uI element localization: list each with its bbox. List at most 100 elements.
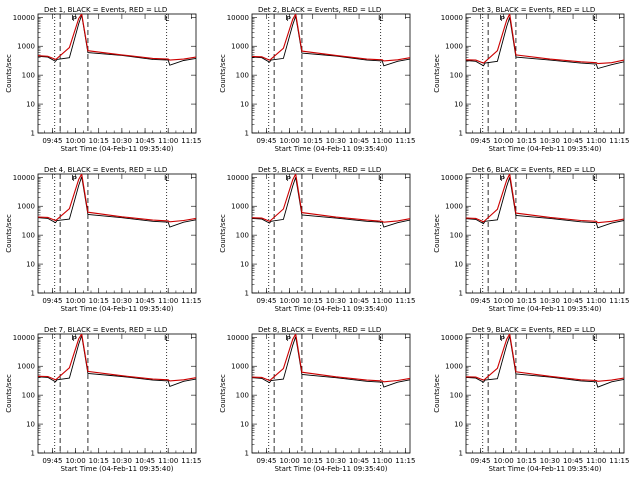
x-tick-label: 10:15 [517,457,537,465]
x-tick-label: 09:45 [42,297,62,305]
y-tick-label: 1000 [445,363,463,371]
y-tick-label: 1 [31,290,35,298]
y-axis-label: Counts/sec [5,54,13,93]
y-tick-label: 10000 [441,174,463,182]
x-tick-label: 10:30 [112,137,132,145]
plot-frame [251,13,411,134]
y-tick-label: 10 [26,421,35,429]
y-tick-label: 10 [240,261,249,269]
events-series-line [252,336,410,388]
panel-title: Det 4, BLACK = Events, RED = LLD [44,166,167,174]
flag-marker-label: L [165,15,169,23]
x-tick-label: 10:30 [540,457,560,465]
x-tick-label: 10:30 [540,137,560,145]
y-tick-label: 1000 [17,43,35,51]
events-series-line [466,335,624,388]
x-axis-label: Start Time (04-Feb-11 09:35:40) [274,145,387,153]
x-axis-label: Start Time (04-Feb-11 09:35:40) [488,305,601,313]
x-tick-label: 10:30 [326,297,346,305]
x-tick-label: 11:15 [395,137,415,145]
y-tick-label: 10 [26,101,35,109]
x-tick-label: 10:45 [349,137,369,145]
y-tick-label: 1 [245,130,249,138]
plot-frame [465,13,625,134]
panel-title: Det 3, BLACK = Events, RED = LLD [472,6,595,14]
y-tick-label: 10 [454,261,463,269]
panel-title: Det 2, BLACK = Events, RED = LLD [258,6,381,14]
y-tick-label: 10 [26,261,35,269]
x-tick-label: 11:15 [395,297,415,305]
x-tick-label: 10:30 [326,457,346,465]
x-tick-label: 10:00 [493,457,513,465]
panel-title: Det 1, BLACK = Events, RED = LLD [44,6,167,14]
events-series-line [252,177,410,228]
flag-marker-label: L [379,335,383,343]
x-tick-label: 10:45 [135,457,155,465]
y-tick-label: 10 [454,421,463,429]
lld-series-line [38,174,196,223]
flag-marker-label: L [165,175,169,183]
x-tick-label: 10:30 [326,137,346,145]
x-tick-label: 11:00 [158,137,178,145]
x-tick-label: 11:15 [181,297,201,305]
detector-panel: Det 7, BLACK = Events, RED = LLD 1 10 100 10… [5,326,201,473]
x-axis-label: Start Time (04-Feb-11 09:35:40) [488,145,601,153]
y-tick-label: 10000 [441,334,463,342]
panel-title: Det 5, BLACK = Events, RED = LLD [258,166,381,174]
y-tick-label: 1 [459,450,463,458]
x-tick-label: 10:30 [112,297,132,305]
panel-title: Det 9, BLACK = Events, RED = LLD [472,326,595,334]
x-tick-label: 10:45 [563,297,583,305]
panel-title: Det 6, BLACK = Events, RED = LLD [472,166,595,174]
plot-frame [37,333,197,454]
flag-marker-label: P [73,15,77,23]
events-series-line [252,15,410,67]
x-tick-label: 10:45 [135,297,155,305]
y-tick-label: 10 [240,101,249,109]
flag-marker-label: L [593,15,597,23]
y-axis-label: Counts/sec [219,214,227,253]
y-tick-label: 1000 [231,203,249,211]
y-tick-label: 100 [236,232,249,240]
x-tick-label: 10:45 [349,297,369,305]
x-axis-label: Start Time (04-Feb-11 09:35:40) [60,145,173,153]
plot-frame [37,13,197,134]
y-tick-label: 10000 [441,14,463,22]
x-tick-label: 10:45 [135,137,155,145]
x-tick-label: 10:15 [517,137,537,145]
plot-frame [37,173,197,294]
lld-series-line [38,14,196,61]
flag-marker-label: P [73,175,77,183]
flag-marker-label: P [73,335,77,343]
x-tick-label: 11:00 [586,457,606,465]
y-tick-label: 10000 [227,334,249,342]
x-tick-label: 11:15 [609,457,629,465]
detector-panel: Det 8, BLACK = Events, RED = LLD 1 10 100 10… [219,326,415,473]
x-tick-label: 09:45 [256,137,276,145]
x-tick-label: 10:00 [279,137,299,145]
flag-marker-label: P [287,175,291,183]
flag-marker-label: P [501,15,505,23]
detector-panel: Det 3, BLACK = Events, RED = LLD 1 10 100 10… [433,6,629,153]
y-axis-label: Counts/sec [433,54,441,93]
y-tick-label: 10000 [227,14,249,22]
x-tick-label: 10:00 [279,297,299,305]
x-tick-label: 10:15 [89,297,109,305]
events-series-line [38,14,196,66]
y-tick-label: 1 [31,450,35,458]
lld-series-line [466,174,624,224]
x-axis-label: Start Time (04-Feb-11 09:35:40) [60,465,173,473]
y-tick-label: 100 [22,392,35,400]
y-axis-label: Counts/sec [5,374,13,413]
x-tick-label: 10:00 [493,297,513,305]
y-tick-label: 1 [459,130,463,138]
detector-panel: Det 4, BLACK = Events, RED = LLD 1 10 100 10… [5,166,201,313]
x-tick-label: 09:45 [470,137,490,145]
x-tick-label: 10:00 [65,297,85,305]
x-tick-label: 10:45 [563,137,583,145]
x-tick-label: 11:00 [158,457,178,465]
y-axis-label: Counts/sec [219,374,227,413]
panel-title: Det 7, BLACK = Events, RED = LLD [44,326,167,334]
flag-marker-label: P [501,175,505,183]
